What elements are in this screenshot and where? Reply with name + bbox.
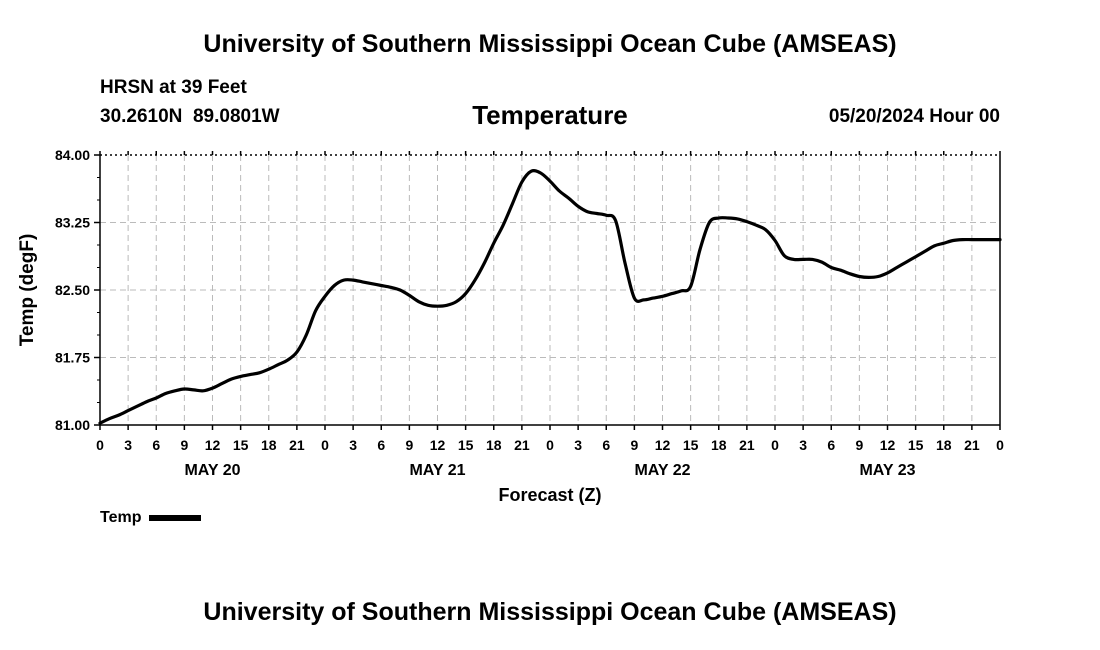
x-axis-label: Forecast (Z) (498, 485, 601, 505)
series-line-temp (98, 169, 1002, 425)
x-tick-label: 9 (405, 437, 413, 453)
y-tick-label: 84.00 (55, 147, 90, 163)
y-tick-label: 81.00 (55, 417, 90, 433)
x-tick-label: 6 (602, 437, 610, 453)
x-day-label: MAY 20 (184, 462, 240, 479)
x-tick-label: 18 (486, 437, 502, 453)
x-tick-label: 21 (964, 437, 980, 453)
x-tick-label: 9 (180, 437, 188, 453)
x-tick-label: 6 (152, 437, 160, 453)
x-tick-label: 15 (683, 437, 699, 453)
x-tick-label: 12 (430, 437, 446, 453)
x-day-label: MAY 22 (634, 462, 690, 479)
x-tick-label: 21 (514, 437, 530, 453)
x-tick-label: 0 (771, 437, 779, 453)
station-name: HRSN at 39 Feet (100, 77, 247, 98)
chart-bottom-title: University of Southern Mississippi Ocean… (203, 598, 897, 626)
station-coordinates: 30.2610N 89.0801W (100, 106, 280, 127)
legend: Temp (100, 509, 202, 527)
x-tick-label: 12 (205, 437, 221, 453)
x-tick-label: 15 (908, 437, 924, 453)
x-tick-label: 3 (349, 437, 357, 453)
x-tick-label: 18 (711, 437, 727, 453)
x-tick-label: 9 (630, 437, 638, 453)
x-tick-label: 9 (855, 437, 863, 453)
x-tick-label: 12 (655, 437, 671, 453)
y-tick-label: 82.50 (55, 282, 90, 298)
y-tick-label: 81.75 (55, 350, 90, 366)
x-tick-label: 18 (936, 437, 952, 453)
x-tick-label: 6 (377, 437, 385, 453)
legend-label: Temp (100, 509, 142, 526)
chart-top-title: University of Southern Mississippi Ocean… (203, 30, 897, 58)
x-tick-label: 0 (96, 437, 104, 453)
x-tick-label: 0 (321, 437, 329, 453)
x-tick-label: 12 (880, 437, 896, 453)
x-tick-label: 3 (124, 437, 132, 453)
legend-line-swatch (149, 515, 202, 521)
x-tick-label: 21 (289, 437, 305, 453)
x-tick-label: 6 (827, 437, 835, 453)
x-tick-label: 0 (546, 437, 554, 453)
x-tick-label: 21 (739, 437, 755, 453)
x-tick-label: 15 (233, 437, 249, 453)
y-tick-label: 83.25 (55, 215, 90, 231)
x-tick-label: 3 (574, 437, 582, 453)
x-tick-label: 0 (996, 437, 1004, 453)
forecast-datetime: 05/20/2024 Hour 00 (828, 106, 1000, 127)
y-axis-label: Temp (degF) (17, 234, 38, 347)
x-tick-label: 15 (458, 437, 474, 453)
parameter-title: Temperature (472, 100, 628, 130)
x-tick-label: 18 (261, 437, 277, 453)
x-day-label: MAY 23 (859, 462, 915, 479)
x-tick-label: 3 (799, 437, 807, 453)
x-day-label: MAY 21 (409, 462, 465, 479)
